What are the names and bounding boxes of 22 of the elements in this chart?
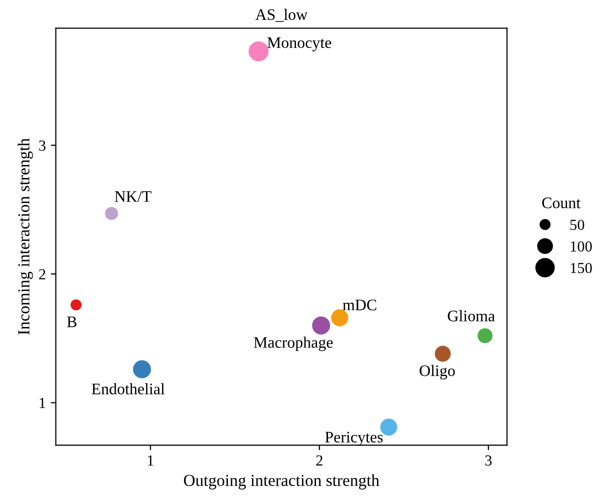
legend-title: Count: [542, 198, 581, 208]
series-label: Oligo: [420, 364, 455, 380]
series-label: mDC: [342, 300, 376, 310]
legend-label: 100: [570, 241, 592, 252]
x-tick-label: 1: [148, 455, 154, 466]
x-axis-title: Outgoing interaction strength: [184, 474, 380, 490]
y-tick-label: 2: [39, 269, 46, 280]
series-label: Monocyte: [267, 37, 332, 52]
y-tick-label: 3: [39, 140, 46, 151]
x-tick-label: 3: [485, 455, 492, 466]
series-label: NK/T: [114, 191, 152, 202]
y-axis-title: Incoming interaction strength: [18, 138, 33, 335]
series-label: Pericytes: [325, 432, 383, 446]
series-label: Glioma: [448, 310, 495, 322]
y-tick-label: 1: [40, 398, 46, 408]
legend-label: 50: [570, 220, 584, 230]
x-tick-label: 2: [316, 455, 322, 466]
chart-title: AS_low: [255, 8, 308, 22]
legend-label: 150: [570, 262, 592, 274]
series-label: B: [67, 316, 76, 328]
series-label: Macrophage: [254, 336, 333, 352]
series-label: Endothelial: [92, 383, 165, 394]
